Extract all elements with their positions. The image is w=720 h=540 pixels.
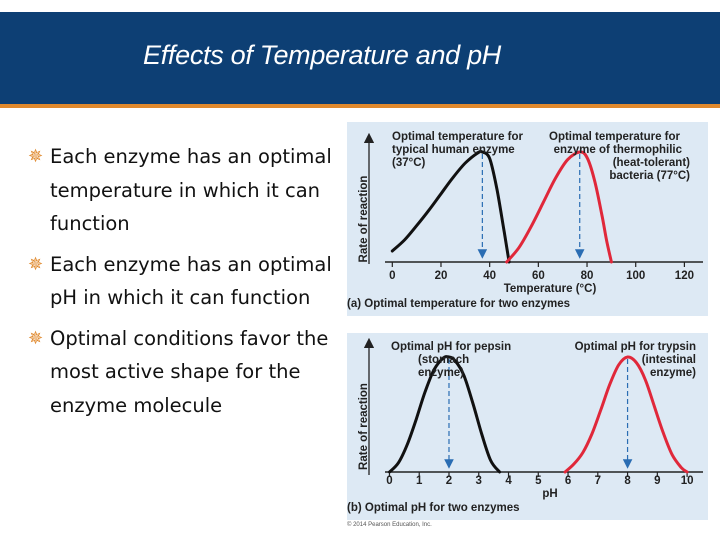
title-banner-accent-line [0,104,720,108]
series-line-black [388,355,502,474]
annotation-text: (stomach [418,354,469,366]
bullet-text: Each enzyme has an optimal temperature i… [50,145,332,235]
x-tick-label: 4 [505,475,512,487]
bullet-text: Each enzyme has an optimal pH in which i… [50,252,332,310]
chart-caption: (a) Optimal temperature for two enzymes [347,298,570,310]
x-tick-label: 20 [435,270,448,282]
ph-chart: 0 1 2 3 4 5 6 7 8 9 10 pH Rate of reaction (b) Optima… [347,337,703,514]
annotation-text: Optimal pH for pepsin [391,341,511,353]
x-tick-label: 80 [581,270,594,282]
x-tick-label: 0 [386,475,392,487]
series-line-black [390,149,511,264]
bullet-item: ✵ Optimal conditions favor the most acti… [28,322,348,423]
x-axis-label: Temperature (°C) [504,283,597,295]
x-tick-label: 10 [681,475,694,487]
x-tick-label: 2 [446,475,452,487]
annotation-text: (heat-tolerant) [613,157,690,169]
title-banner [0,12,720,104]
x-tick-label: 120 [675,270,694,282]
x-tick-label: 9 [654,475,660,487]
x-tick-label: 5 [535,475,542,487]
annotation-text: Optimal temperature for [549,131,681,143]
annotation-text: enzyme) [418,367,464,379]
x-tick-label: 1 [416,475,423,487]
y-axis-label: Rate of reaction [358,383,370,470]
series-line-red [563,355,689,474]
x-tick-label: 6 [565,475,571,487]
bullet-marker-icon: ✵ [28,327,44,349]
y-axis-label: Rate of reaction [358,176,370,263]
temperature-chart: 0 20 40 60 80 100 120 Temperature (°C) Rate of r… [347,131,703,310]
x-tick-label: 100 [626,270,645,282]
annotation-text: Optimal temperature for [392,131,524,143]
slide-title: Effects of Temperature and pH [143,40,502,70]
annotation-text: (37°C) [392,157,426,169]
bullet-item: ✵ Each enzyme has an optimal temperature… [28,140,348,241]
bullet-text: Optimal conditions favor the most active… [50,326,329,417]
temperature-chart-panel: 0 20 40 60 80 100 120 Temperature (°C) Rate of r… [347,122,708,316]
x-tick-label: 7 [595,475,601,487]
annotation-text: bacteria (77°C) [609,170,690,182]
x-axis-label: pH [542,488,557,500]
annotation-text: enzyme of thermophilic [554,144,683,156]
annotation-text: Optimal pH for trypsin [575,341,696,353]
x-tick-label: 40 [483,270,496,282]
annotation-text: (intestinal [642,354,696,366]
annotation-text: typical human enzyme [392,144,515,156]
x-tick-label: 0 [389,270,395,282]
copyright-notice: © 2014 Pearson Education, Inc. [347,522,432,528]
bullet-marker-icon: ✵ [28,146,44,167]
bullet-item: ✵ Each enzyme has an optimal pH in which… [28,248,348,315]
bullet-list: ✵ Each enzyme has an optimal temperature… [28,140,348,429]
chart-caption: (b) Optimal pH for two enzymes [347,502,520,514]
x-tick-label: 3 [476,475,482,487]
x-tick-label: 60 [532,270,545,282]
ph-chart-panel: 0 1 2 3 4 5 6 7 8 9 10 pH Rate of reaction (b) Optima… [347,333,708,520]
annotation-text: enzyme) [650,367,696,379]
series-line-red [505,150,613,264]
x-tick-label: 8 [624,475,631,487]
bullet-marker-icon: ✵ [28,253,44,275]
